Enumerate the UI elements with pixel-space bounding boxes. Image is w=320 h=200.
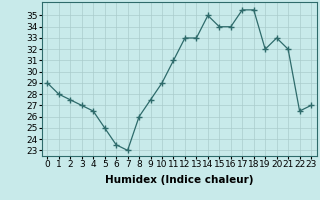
X-axis label: Humidex (Indice chaleur): Humidex (Indice chaleur) xyxy=(105,175,253,185)
